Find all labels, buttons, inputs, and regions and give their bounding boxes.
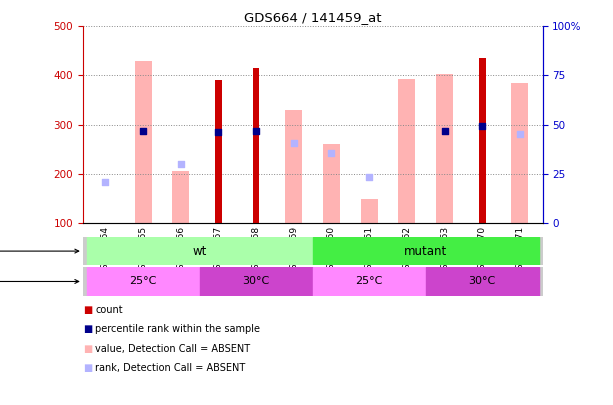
Bar [511, 83, 528, 223]
Text: ■: ■ [83, 305, 92, 315]
Point [515, 131, 525, 138]
Bar [479, 58, 485, 223]
Text: rank, Detection Call = ABSENT: rank, Detection Call = ABSENT [95, 363, 245, 373]
Bar [425, 267, 539, 296]
Bar [285, 110, 302, 223]
Point [176, 160, 186, 167]
Point [289, 139, 299, 146]
Text: ■: ■ [83, 324, 92, 334]
Point [101, 179, 110, 185]
Bar [135, 61, 151, 223]
Point [440, 128, 449, 134]
Bar [313, 237, 539, 265]
Point [251, 128, 261, 134]
Bar [86, 237, 313, 265]
Title: GDS664 / 141459_at: GDS664 / 141459_at [244, 11, 381, 24]
Text: 25°C: 25°C [129, 277, 157, 286]
Bar [436, 74, 453, 223]
Bar [172, 171, 189, 223]
Text: count: count [95, 305, 123, 315]
Text: 30°C: 30°C [468, 277, 496, 286]
Text: wt: wt [192, 245, 207, 258]
Text: 25°C: 25°C [356, 277, 383, 286]
Point [478, 123, 487, 129]
Text: percentile rank within the sample: percentile rank within the sample [95, 324, 260, 334]
Text: value, Detection Call = ABSENT: value, Detection Call = ABSENT [95, 344, 250, 354]
Point [138, 128, 148, 134]
Bar [398, 79, 416, 223]
Bar [313, 267, 425, 296]
Bar [86, 267, 200, 296]
Bar [215, 80, 222, 223]
Bar [253, 68, 259, 223]
Bar [200, 267, 313, 296]
Text: mutant: mutant [404, 245, 447, 258]
Point [364, 174, 374, 180]
Text: ■: ■ [83, 344, 92, 354]
Text: temperature: temperature [0, 277, 78, 286]
Point [327, 149, 337, 156]
Point [213, 129, 223, 136]
Text: genotype/variation: genotype/variation [0, 246, 78, 256]
Bar [360, 199, 378, 223]
Bar [323, 144, 340, 223]
Text: ■: ■ [83, 363, 92, 373]
Text: 30°C: 30°C [243, 277, 270, 286]
